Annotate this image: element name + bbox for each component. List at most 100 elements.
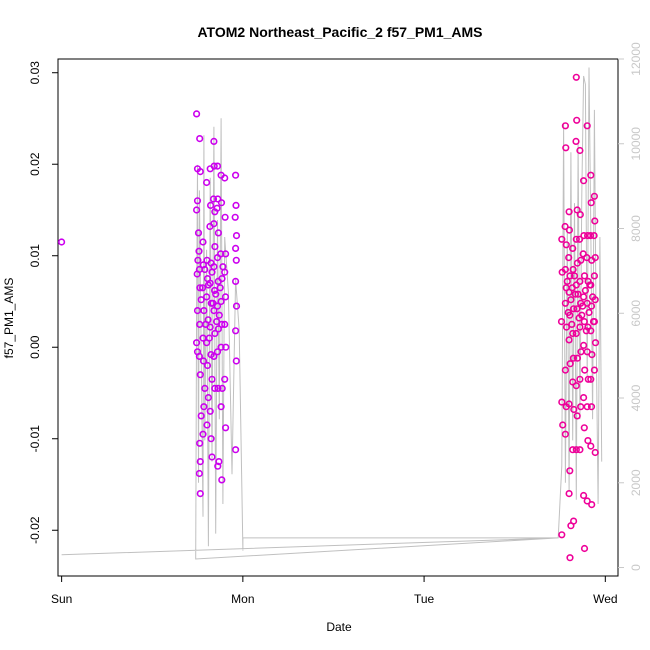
data-point: [580, 232, 588, 240]
x-axis-label: Date: [326, 620, 352, 634]
data-point: [586, 281, 594, 289]
data-point: [202, 320, 210, 329]
data-point: [208, 453, 216, 461]
data-point: [196, 490, 204, 498]
data-point: [201, 384, 209, 393]
data-point: [579, 250, 587, 258]
data-point: [558, 398, 566, 406]
data-point: [218, 476, 226, 484]
data-point: [572, 329, 580, 338]
data-point: [211, 243, 219, 251]
data-point: [571, 290, 580, 298]
x-tick-label: Tue: [414, 592, 435, 606]
data-point: [584, 437, 592, 445]
data-point: [218, 384, 226, 393]
data-point: [583, 497, 591, 505]
data-point: [590, 192, 599, 200]
data-point: [583, 403, 591, 411]
data-point: [215, 311, 223, 319]
data-point: [232, 357, 240, 365]
data-point: [581, 366, 589, 374]
data-point: [201, 265, 209, 274]
data-point: [572, 446, 580, 454]
data-point: [590, 232, 598, 240]
x-axis: Sun Mon Tue Wed: [51, 576, 618, 606]
data-point: [562, 241, 570, 249]
data-point: [200, 307, 208, 315]
data-point: [222, 424, 230, 432]
data-point: [232, 256, 240, 264]
data-point: [566, 554, 574, 562]
data-point: [577, 256, 585, 264]
data-point: [572, 137, 580, 145]
y-left-tick-label: 0.03: [28, 61, 42, 85]
data-point: [218, 275, 226, 283]
data-point: [572, 382, 580, 390]
y-left-tick-label: 0.00: [28, 335, 42, 359]
data-point: [591, 339, 600, 347]
data-point: [573, 412, 581, 420]
data-point: [587, 375, 595, 383]
data-point: [558, 531, 566, 539]
data-point: [232, 201, 240, 209]
data-point: [203, 421, 211, 429]
data-point: [221, 174, 229, 182]
data-point: [576, 146, 584, 155]
data-point: [206, 279, 214, 287]
y-axis-left: -0.02 -0.01 0.00 0.01 0.02 0.03: [28, 61, 58, 544]
data-point: [561, 265, 570, 274]
data-point: [575, 314, 583, 322]
data-point: [232, 446, 240, 454]
data-point: [587, 327, 595, 335]
data-point: [579, 302, 587, 310]
data-point: [193, 110, 201, 118]
data-point: [211, 329, 219, 338]
data-point: [562, 144, 570, 152]
data-point: [213, 348, 222, 356]
data-points: [57, 73, 600, 562]
data-point: [569, 305, 578, 313]
y-right-tick-label: 8000: [629, 215, 643, 242]
data-point: [231, 213, 239, 221]
data-point: [569, 354, 578, 362]
data-point: [589, 318, 598, 326]
data-point: [561, 366, 570, 374]
y-right-tick-label: 12000: [629, 42, 643, 76]
data-point: [576, 277, 584, 286]
data-point: [213, 162, 222, 170]
data-point: [566, 360, 574, 368]
data-point: [193, 206, 201, 214]
data-point: [214, 195, 222, 203]
data-point: [219, 263, 227, 271]
data-point: [584, 375, 592, 383]
data-point: [587, 442, 595, 450]
data-point: [572, 235, 580, 243]
data-point: [565, 226, 574, 234]
data-point: [218, 320, 226, 329]
data-point: [591, 217, 599, 225]
data-point: [214, 325, 222, 333]
data-point: [217, 403, 225, 411]
data-point: [569, 378, 577, 386]
data-point: [569, 244, 577, 252]
data-point: [232, 244, 240, 252]
data-point: [207, 435, 215, 443]
data-point: [586, 232, 595, 240]
data-point: [217, 297, 225, 306]
y-left-tick-label: 0.02: [28, 152, 42, 176]
data-point: [196, 458, 204, 466]
data-point: [221, 320, 229, 329]
y-left-tick-label: 0.01: [28, 244, 42, 268]
data-point: [570, 405, 578, 414]
data-point: [587, 403, 596, 411]
data-point: [217, 199, 226, 207]
data-point: [209, 299, 217, 307]
data-point: [565, 208, 573, 216]
data-point: [558, 235, 566, 243]
data-point: [210, 137, 218, 145]
data-point: [557, 318, 566, 326]
data-point: [588, 501, 596, 509]
data-point: [565, 490, 573, 498]
data-point: [199, 284, 207, 292]
data-point: [565, 288, 573, 296]
